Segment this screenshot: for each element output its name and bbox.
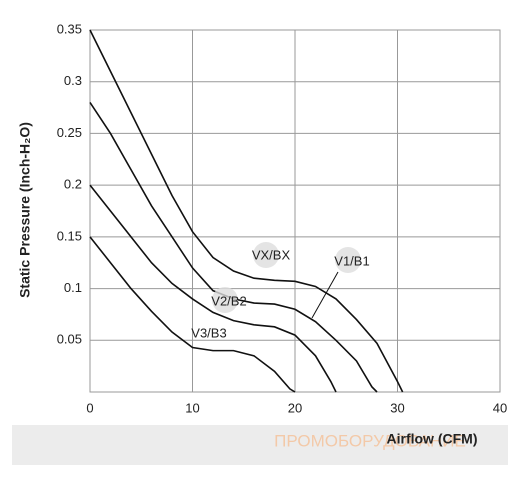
y-tick-label: 0.25 bbox=[57, 125, 82, 140]
y-tick-label: 0.05 bbox=[57, 332, 82, 347]
x-axis-label: Airflow (CFM) bbox=[387, 431, 478, 447]
footer-band bbox=[12, 425, 508, 465]
label-highlight bbox=[335, 247, 361, 273]
curve bbox=[89, 101, 378, 393]
y-tick-label: 0.35 bbox=[57, 21, 82, 36]
label-highlight bbox=[212, 287, 238, 313]
x-tick-label: 30 bbox=[390, 400, 404, 415]
y-tick-label: 0.3 bbox=[64, 73, 82, 88]
watermark: ПРОМОБОРУДОВАНИЕ bbox=[274, 431, 466, 450]
y-axis-label: Static Pressure (Inch-H₂O) bbox=[17, 122, 33, 298]
label-leader bbox=[311, 271, 339, 319]
series-label: V2/B2 bbox=[211, 293, 246, 308]
y-tick-label: 0.15 bbox=[57, 228, 82, 243]
label-highlight bbox=[253, 242, 279, 268]
series-label: VX/BX bbox=[252, 247, 291, 262]
x-tick-label: 20 bbox=[288, 400, 302, 415]
x-tick-label: 40 bbox=[493, 400, 507, 415]
curve bbox=[89, 236, 296, 393]
curve bbox=[89, 29, 404, 393]
series-label: V3/B3 bbox=[191, 325, 226, 340]
x-tick-label: 0 bbox=[86, 400, 93, 415]
curve bbox=[89, 184, 337, 393]
y-tick-label: 0.2 bbox=[64, 177, 82, 192]
series-label: V1/B1 bbox=[334, 253, 369, 268]
x-tick-label: 10 bbox=[185, 400, 199, 415]
y-tick-label: 0.1 bbox=[64, 280, 82, 295]
